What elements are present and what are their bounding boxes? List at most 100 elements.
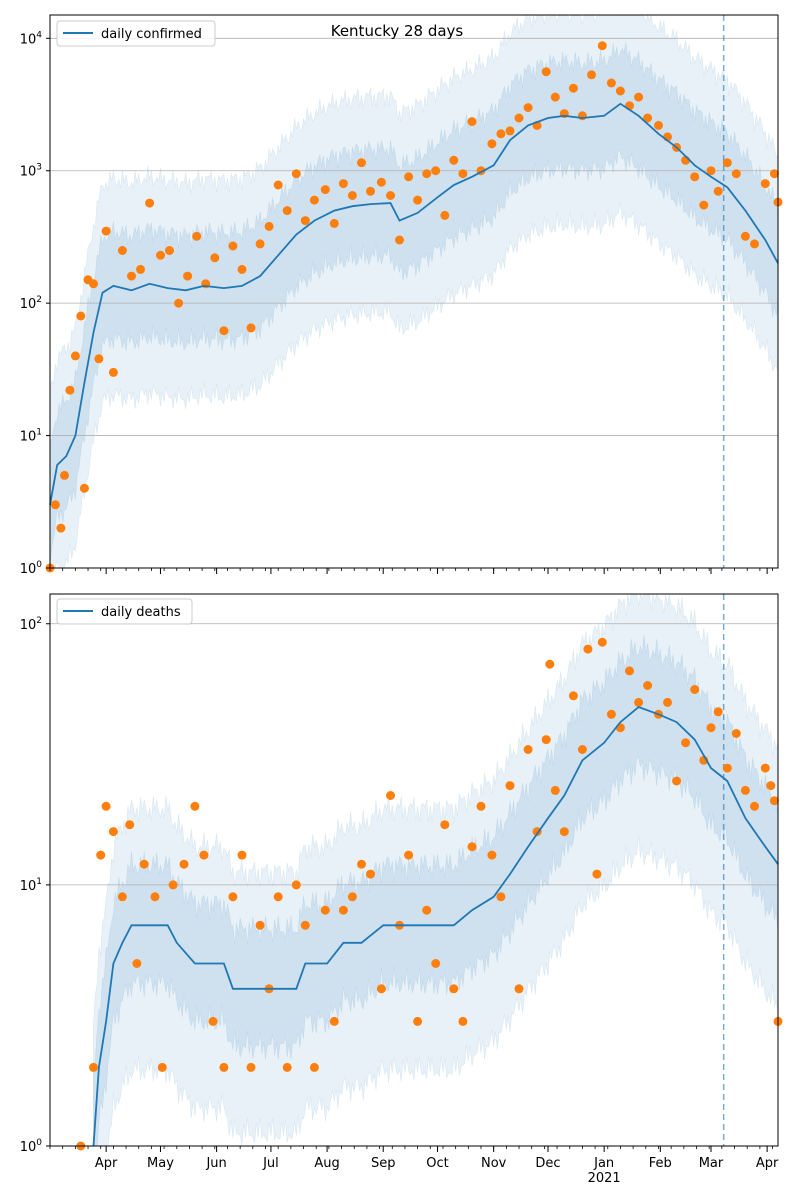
confirmed-point	[760, 179, 770, 189]
confirmed-point	[329, 218, 339, 228]
confirmed-point	[291, 169, 301, 179]
xtick-label: Apr	[95, 1156, 118, 1171]
deaths-line	[92, 705, 779, 1147]
confirmed-point	[65, 385, 75, 395]
confirmed-point	[690, 172, 700, 182]
xtick-label: Mar	[699, 1156, 724, 1171]
deaths-point	[643, 681, 653, 690]
confirmed-point	[487, 139, 497, 149]
confirmed-point	[568, 83, 578, 93]
deaths-points	[76, 637, 783, 1151]
deaths-point	[96, 850, 106, 860]
confirmed-point	[654, 120, 663, 130]
deaths-point	[168, 880, 178, 890]
deaths-point	[101, 801, 111, 811]
deaths-point	[422, 905, 432, 915]
confirmed-point	[246, 323, 256, 333]
deaths-point	[179, 859, 189, 869]
deaths-point	[597, 637, 607, 647]
confirmed-point	[228, 241, 238, 251]
confirmed-point	[165, 246, 174, 255]
deaths-legend-box	[56, 598, 193, 625]
confirmed-point	[550, 92, 560, 102]
confirmed-point	[210, 253, 220, 263]
deaths-point	[583, 644, 593, 654]
confirmed-point	[449, 155, 459, 165]
confirmed-legend-label: daily confirmed	[101, 27, 202, 42]
deaths-point	[208, 1016, 218, 1026]
confirmed-point	[338, 179, 348, 189]
confirmed-point	[395, 235, 404, 245]
deaths-point	[190, 801, 200, 811]
xtick-label: Sep	[371, 1156, 396, 1171]
deaths-point	[760, 763, 770, 773]
confirmed-point	[514, 113, 524, 123]
xtick-label: Nov	[481, 1156, 507, 1171]
confirmed-point	[587, 70, 596, 80]
confirmed-point	[496, 129, 506, 139]
deaths-point	[690, 685, 700, 694]
confirmed-x-ticks	[49, 568, 773, 574]
confirmed-point	[101, 226, 111, 236]
confirmed-point	[404, 172, 414, 182]
xtick-label: Dec	[535, 1156, 560, 1171]
confirmed-point	[89, 279, 98, 289]
deaths-point	[366, 869, 375, 879]
confirmed-point	[523, 103, 533, 113]
confirmed-legend-box	[56, 20, 216, 47]
deaths-point	[199, 850, 209, 860]
confirmed-point	[76, 311, 86, 321]
deaths-point	[246, 1062, 256, 1072]
deaths-point	[496, 892, 506, 902]
confirmed-line	[49, 102, 779, 505]
deaths-point	[150, 892, 160, 902]
confirmed-point	[94, 354, 104, 364]
confirmed-point	[386, 191, 395, 200]
deaths-point	[458, 1016, 468, 1026]
chart-title: Kentucky 28 days	[331, 22, 464, 40]
confirmed-point	[769, 169, 779, 179]
deaths-point	[132, 959, 142, 968]
deaths-point	[769, 796, 779, 806]
xtick-label: Jun	[205, 1156, 226, 1171]
confirmed-point	[300, 216, 310, 226]
deaths-point	[157, 1062, 167, 1072]
xtick-label: Jan	[593, 1156, 614, 1171]
deaths-point	[750, 801, 759, 811]
deaths-legend-label: daily deaths	[101, 605, 181, 620]
deaths-point	[467, 842, 477, 852]
confirmed-point	[750, 239, 759, 249]
confirmed-point	[156, 250, 165, 260]
deaths-point	[634, 697, 644, 707]
deaths-legend: daily deaths	[56, 598, 193, 625]
confirmed-point	[117, 246, 127, 255]
confirmed-point	[282, 206, 292, 216]
confirmed-point	[577, 111, 587, 121]
deaths-point	[273, 892, 283, 902]
confirmed-point	[422, 169, 432, 179]
deaths-point	[476, 801, 486, 811]
deaths-point	[606, 709, 616, 719]
confirmed-legend: daily confirmed	[56, 20, 216, 47]
confirmed-point	[505, 126, 515, 136]
confirmed-point	[431, 166, 441, 176]
xtick-label: Apr	[756, 1156, 779, 1171]
deaths-point	[740, 785, 750, 795]
deaths-point	[139, 859, 149, 869]
xtick-year-label: 2021	[588, 1171, 621, 1186]
deaths-point	[125, 820, 135, 830]
xtick-label: Jul	[262, 1156, 279, 1171]
confirmed-point	[366, 186, 375, 196]
deaths-point	[237, 850, 247, 860]
confirmed-point	[740, 231, 750, 241]
confirmed-point	[309, 195, 319, 205]
confirmed-points	[45, 41, 783, 573]
deaths-point	[347, 892, 357, 902]
deaths-point	[731, 729, 741, 738]
confirmed-point	[413, 195, 423, 205]
confirmed-point	[50, 500, 60, 510]
confirmed-point	[440, 210, 450, 220]
confirmed-point	[56, 523, 66, 533]
